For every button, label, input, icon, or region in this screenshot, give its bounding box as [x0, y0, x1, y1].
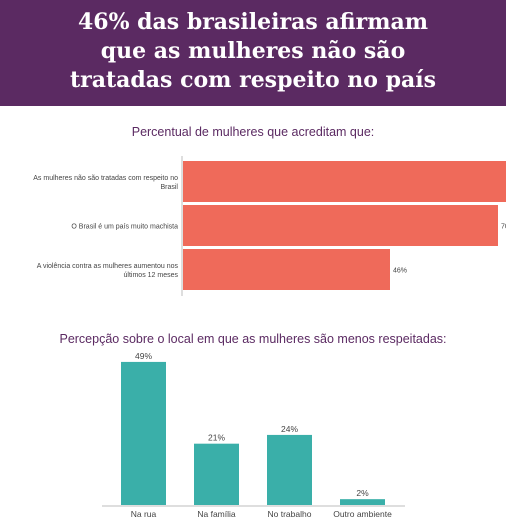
vertical-bar-category-label: No trabalho — [268, 509, 312, 519]
horizontal-bar-value-label: 46% — [393, 268, 407, 275]
charts-area: Percentual de mulheres que acreditam que… — [33, 125, 506, 519]
header-banner: 46% das brasileiras afirmam que as mulhe… — [0, 0, 506, 106]
page-title: 46% das brasileiras afirmam que as mulhe… — [69, 9, 437, 93]
vertical-bar — [267, 434, 312, 505]
horizontal-bar-value-label: 70% — [501, 224, 506, 231]
horizontal-bars: 79%As mulheres não são tratadas com resp… — [33, 161, 506, 290]
horizontal-bar-category-label: O Brasil é um país muito machista — [71, 224, 178, 231]
vertical-bar-value-label: 21% — [208, 433, 225, 443]
vertical-bar — [121, 361, 166, 505]
vertical-bar — [340, 499, 385, 505]
vertical-bar-chart: Percepção sobre o local em que as mulher… — [59, 332, 446, 519]
vertical-bar-category-label: Outro ambiente — [333, 509, 392, 519]
vertical-bar-value-label: 2% — [356, 488, 369, 498]
vertical-bars: 49% Na rua 21% Na família 24% No trabalho 2% Ou… — [121, 351, 392, 519]
horizontal-bar — [183, 161, 506, 202]
horizontal-bar — [183, 205, 498, 246]
vertical-bar-category-label: Na rua — [131, 509, 157, 519]
horizontal-bar — [183, 249, 390, 290]
vertical-bar-value-label: 24% — [281, 424, 298, 434]
vertical-bar — [194, 443, 239, 505]
vertical-chart-title: Percepção sobre o local em que as mulher… — [59, 332, 446, 346]
horizontal-bar-category-label: A violência contra as mulheres aumentou … — [37, 263, 179, 279]
vertical-bar-category-label: Na família — [197, 509, 236, 519]
horizontal-bar-chart: Percentual de mulheres que acreditam que… — [33, 125, 506, 296]
vertical-bar-value-label: 49% — [135, 351, 152, 361]
horizontal-bar-category-label: As mulheres não são tratadas com respeit… — [33, 175, 178, 191]
horizontal-chart-title: Percentual de mulheres que acreditam que… — [132, 125, 375, 139]
